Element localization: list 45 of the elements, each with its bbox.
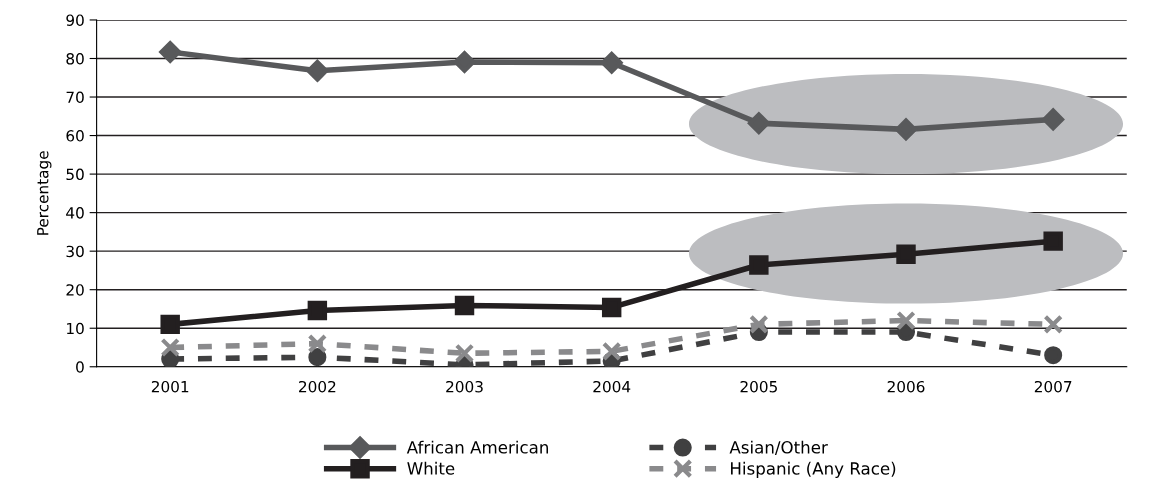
y-tick-label: 10 <box>67 322 84 335</box>
point <box>747 112 770 135</box>
y-axis-title: Percentage <box>37 151 52 235</box>
point <box>601 341 622 362</box>
x-tick-label: 2007 <box>1034 380 1072 393</box>
y-tick-label: 40 <box>66 207 84 219</box>
y-tick-label: 90 <box>66 14 84 26</box>
point <box>749 255 769 275</box>
point <box>306 59 329 82</box>
y-tick-label: 60 <box>66 130 84 142</box>
legend-label: Asian/Other <box>729 440 828 455</box>
point <box>307 300 328 321</box>
point <box>454 343 475 364</box>
x-tick-label: 2002 <box>299 380 336 393</box>
x-tick-label: 2003 <box>446 380 483 393</box>
y-tick-label: 50 <box>66 168 84 181</box>
point <box>749 314 769 335</box>
legend-label: Hispanic (Any Race) <box>731 461 896 478</box>
point <box>160 314 180 335</box>
y-tick-label: 80 <box>66 52 84 65</box>
x-tick-label: 2005 <box>740 380 777 393</box>
y-tick-label: 20 <box>66 284 84 296</box>
point <box>600 51 623 74</box>
legend-label: White <box>407 461 455 475</box>
y-tick-label: 0 <box>76 361 84 373</box>
point <box>453 51 476 73</box>
legend-label: African American <box>406 440 548 454</box>
point <box>454 295 475 316</box>
point <box>1042 108 1065 131</box>
point <box>896 310 916 331</box>
x-tick-label: 2006 <box>887 380 925 393</box>
point <box>1043 314 1063 335</box>
point <box>1043 231 1063 251</box>
point <box>1044 346 1063 365</box>
point <box>308 348 327 367</box>
x-tick-label: 2001 <box>151 380 189 393</box>
y-tick-label: 70 <box>66 91 84 104</box>
point <box>895 118 917 141</box>
point <box>307 333 328 354</box>
point <box>159 41 182 63</box>
point <box>601 297 622 318</box>
point <box>896 244 916 264</box>
y-tick-label: 30 <box>66 245 84 258</box>
point <box>160 337 180 358</box>
x-tick-label: 2004 <box>593 380 631 393</box>
